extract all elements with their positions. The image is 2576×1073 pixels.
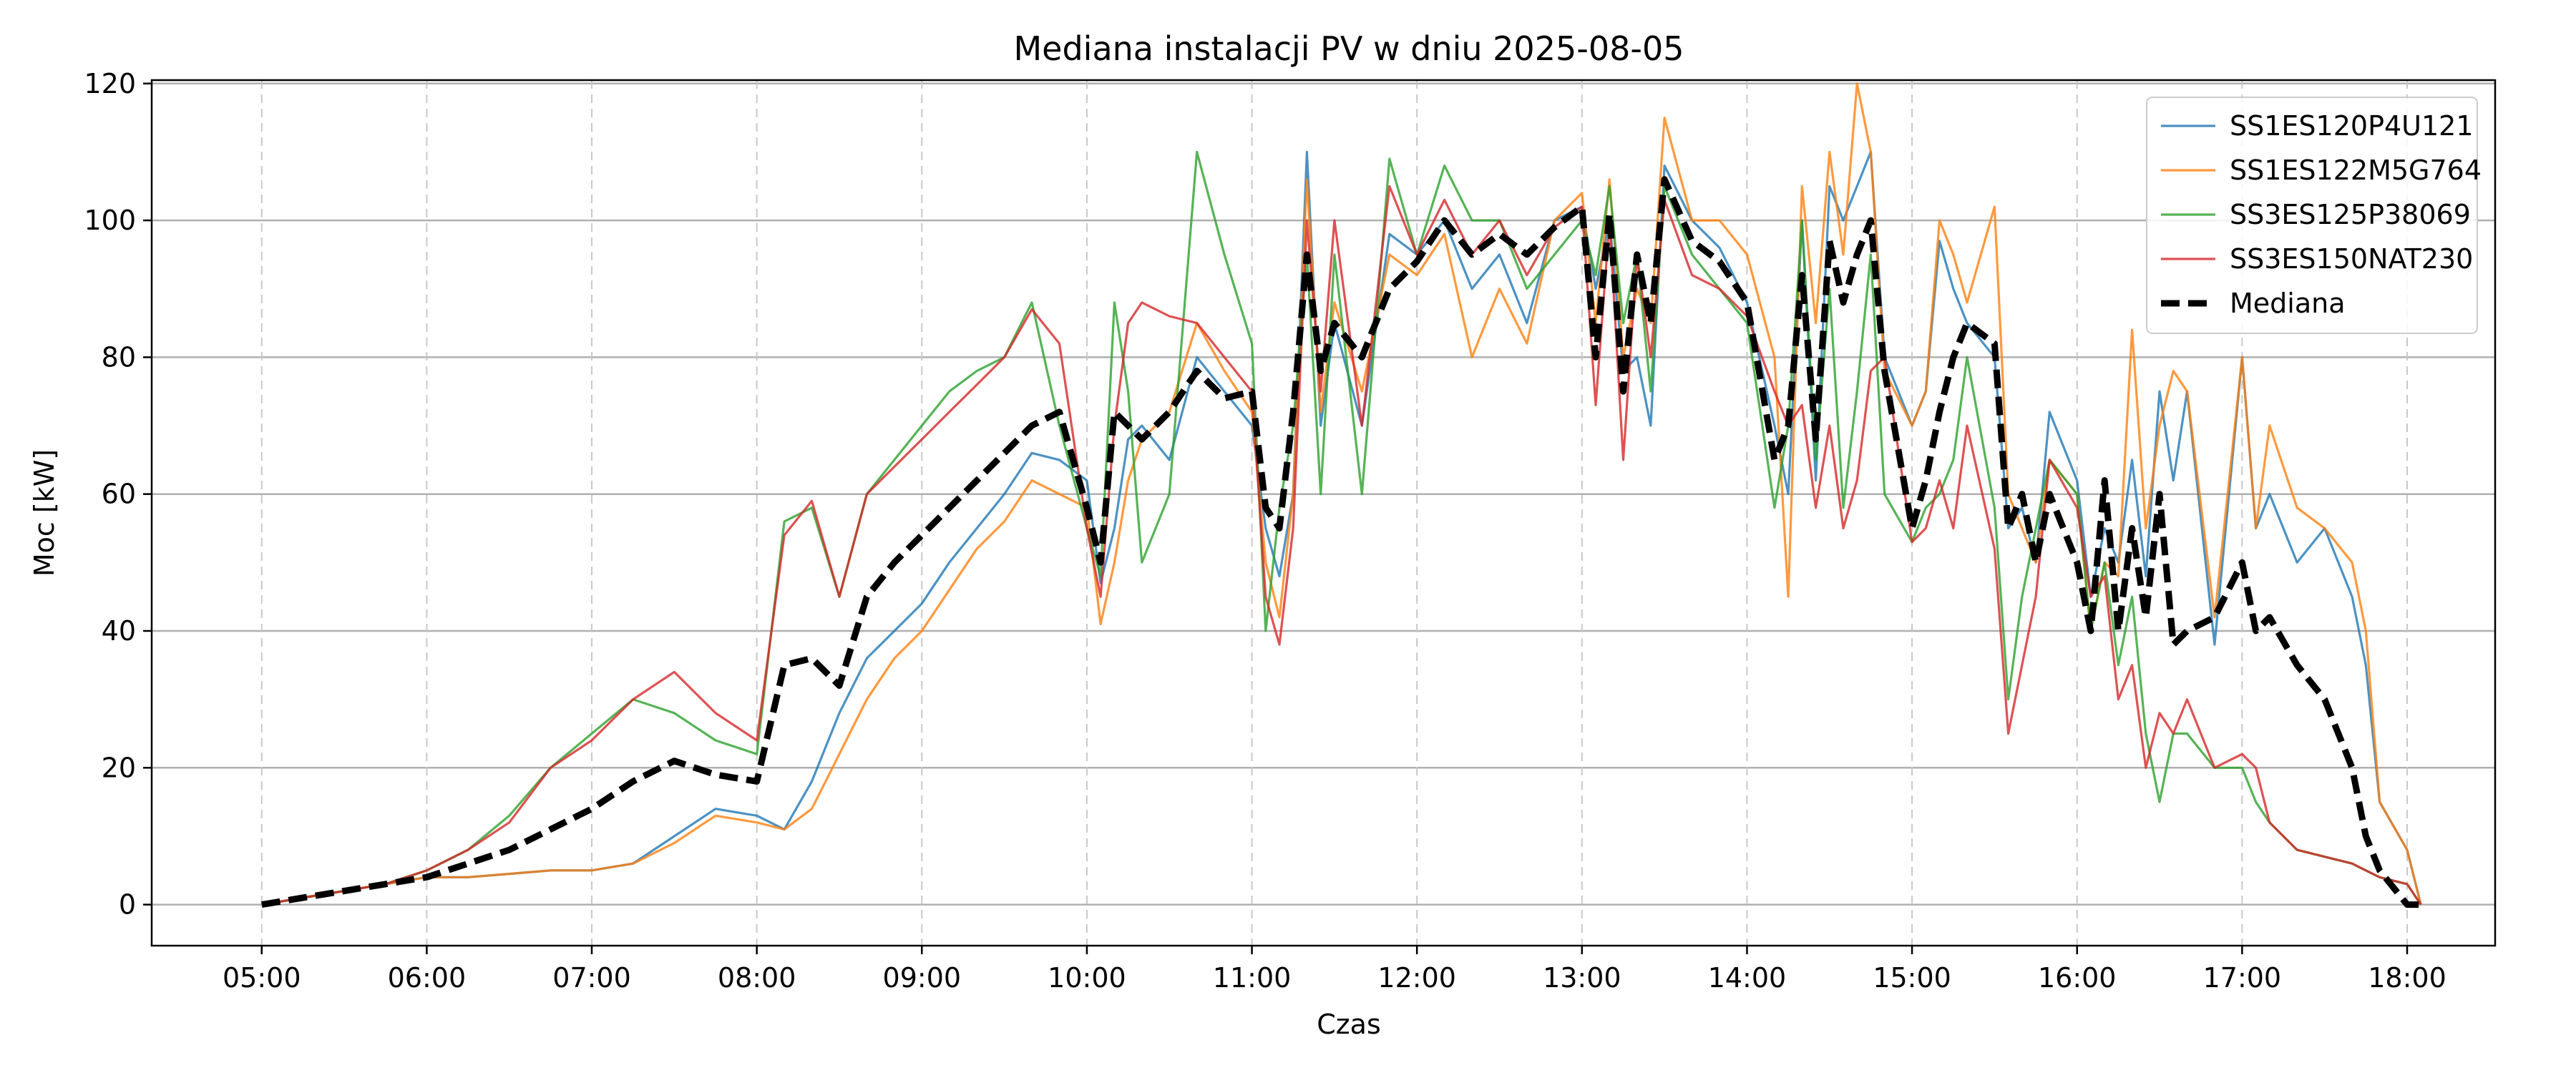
legend: SS1ES120P4U121 SS1ES122M5G764 SS3ES125P380…	[2146, 97, 2482, 334]
series-line-mediana	[261, 176, 2421, 908]
legend-label: SS3ES125P38069	[2230, 199, 2471, 230]
y-tick-label: 80	[102, 341, 136, 373]
legend-label: Mediana	[2230, 288, 2346, 319]
series-line-ss1es122m5g764	[261, 82, 2422, 906]
x-tick-label: 18:00	[2368, 962, 2446, 994]
chart-title: Mediana instalacji PV w dniu 2025-08-05	[1013, 29, 1684, 68]
x-axis-title: Czas	[1317, 1009, 1381, 1040]
x-tick-label: 16:00	[2038, 962, 2117, 994]
x-tick-label: 09:00	[883, 962, 962, 994]
x-tick-label: 12:00	[1377, 962, 1456, 994]
legend-label: SS1ES122M5G764	[2230, 155, 2482, 186]
x-tick-label: 07:00	[552, 962, 631, 994]
y-tick-label: 100	[84, 205, 136, 236]
x-tick-label: 13:00	[1543, 962, 1621, 994]
x-tick-label: 08:00	[718, 962, 796, 994]
x-tick-label: 05:00	[223, 962, 301, 994]
x-tick-label: 11:00	[1213, 962, 1292, 994]
y-axis: 0 20 40 60 80 100 120	[84, 68, 152, 921]
y-axis-title: Moc [kW]	[29, 449, 60, 577]
series-lines	[261, 82, 2422, 908]
legend-box	[2146, 97, 2478, 334]
x-tick-label: 17:00	[2203, 962, 2282, 994]
y-tick-label: 20	[102, 752, 136, 783]
y-tick-label: 0	[119, 889, 136, 921]
x-tick-label: 15:00	[1873, 962, 1951, 994]
y-tick-label: 120	[84, 68, 136, 99]
x-axis: 05:00 06:00 07:00 08:00 09:00 10:00 11:00 12:00…	[223, 946, 2446, 994]
legend-label: SS1ES120P4U121	[2230, 110, 2474, 142]
x-tick-label: 10:00	[1048, 962, 1126, 994]
legend-label: SS3ES150NAT230	[2230, 243, 2473, 275]
y-tick-label: 60	[102, 479, 136, 510]
grid-lines	[152, 80, 2495, 946]
x-tick-label: 14:00	[1708, 962, 1787, 994]
x-tick-label: 06:00	[388, 962, 467, 994]
plot-frame	[150, 79, 2497, 947]
y-tick-label: 40	[102, 615, 136, 647]
